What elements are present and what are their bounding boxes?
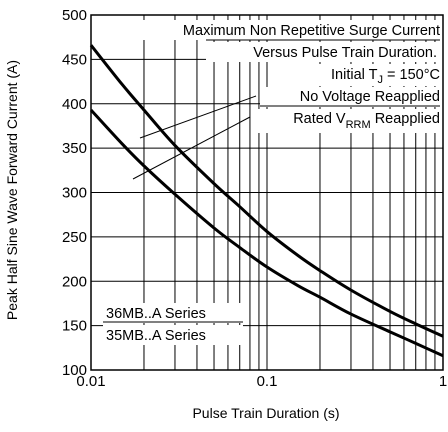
y-tick-label: 500 <box>62 7 87 24</box>
title-line-1: Maximum Non Repetitive Surge Current <box>183 23 440 39</box>
pointer-line-rated-vrrm <box>132 116 251 180</box>
y-tick-label: 450 <box>62 51 87 68</box>
y-tick-label: 350 <box>62 140 87 157</box>
title-line-2: Versus Pulse Train Duration. <box>253 45 437 61</box>
pointer-line-no-voltage <box>139 95 257 139</box>
tj-prefix: Initial T <box>331 67 378 83</box>
axes <box>90 14 444 371</box>
series-label-35mb: 35MB..A Series <box>106 328 206 344</box>
x-tick-label: 1 <box>439 373 447 390</box>
tj-subscript: J <box>378 74 384 86</box>
x-tick-label: 0.1 <box>257 373 278 390</box>
series-curve-1 <box>89 44 444 338</box>
y-tick-label: 200 <box>62 273 87 290</box>
y-tick-label: 100 <box>62 362 87 379</box>
plot-frame <box>90 14 444 371</box>
y-tick-label: 250 <box>62 229 87 246</box>
vrrm-subscript: RRM <box>346 119 371 131</box>
no-voltage-label: No Voltage Reapplied <box>300 89 440 105</box>
title-line-3: Initial TJ = 150°C <box>331 67 440 86</box>
rated-vrrm-label: Rated VRRM Reapplied <box>293 111 440 131</box>
y-tick-label: 150 <box>62 318 87 335</box>
y-axis-label: Peak Half Sine Wave Forward Current (A) <box>4 60 20 320</box>
y-tick-label: 400 <box>62 96 87 113</box>
tick-labels: 100 150 200 250 300 350 400 450 500 0.01 0.1 1 <box>62 7 447 390</box>
annotations: Maximum Non Repetitive Surge Current Ver… <box>103 20 444 345</box>
x-tick-label: 0.01 <box>76 373 105 390</box>
series-curve-2 <box>89 108 444 358</box>
vrrm-prefix: Rated V <box>293 111 346 127</box>
y-tick-label: 300 <box>62 185 87 202</box>
x-axis-label: Pulse Train Duration (s) <box>192 405 339 421</box>
series-label-36mb: 36MB..A Series <box>106 306 206 322</box>
vrrm-suffix: Reapplied <box>371 111 440 127</box>
curves <box>89 44 444 358</box>
tj-suffix: = 150°C <box>383 67 440 83</box>
